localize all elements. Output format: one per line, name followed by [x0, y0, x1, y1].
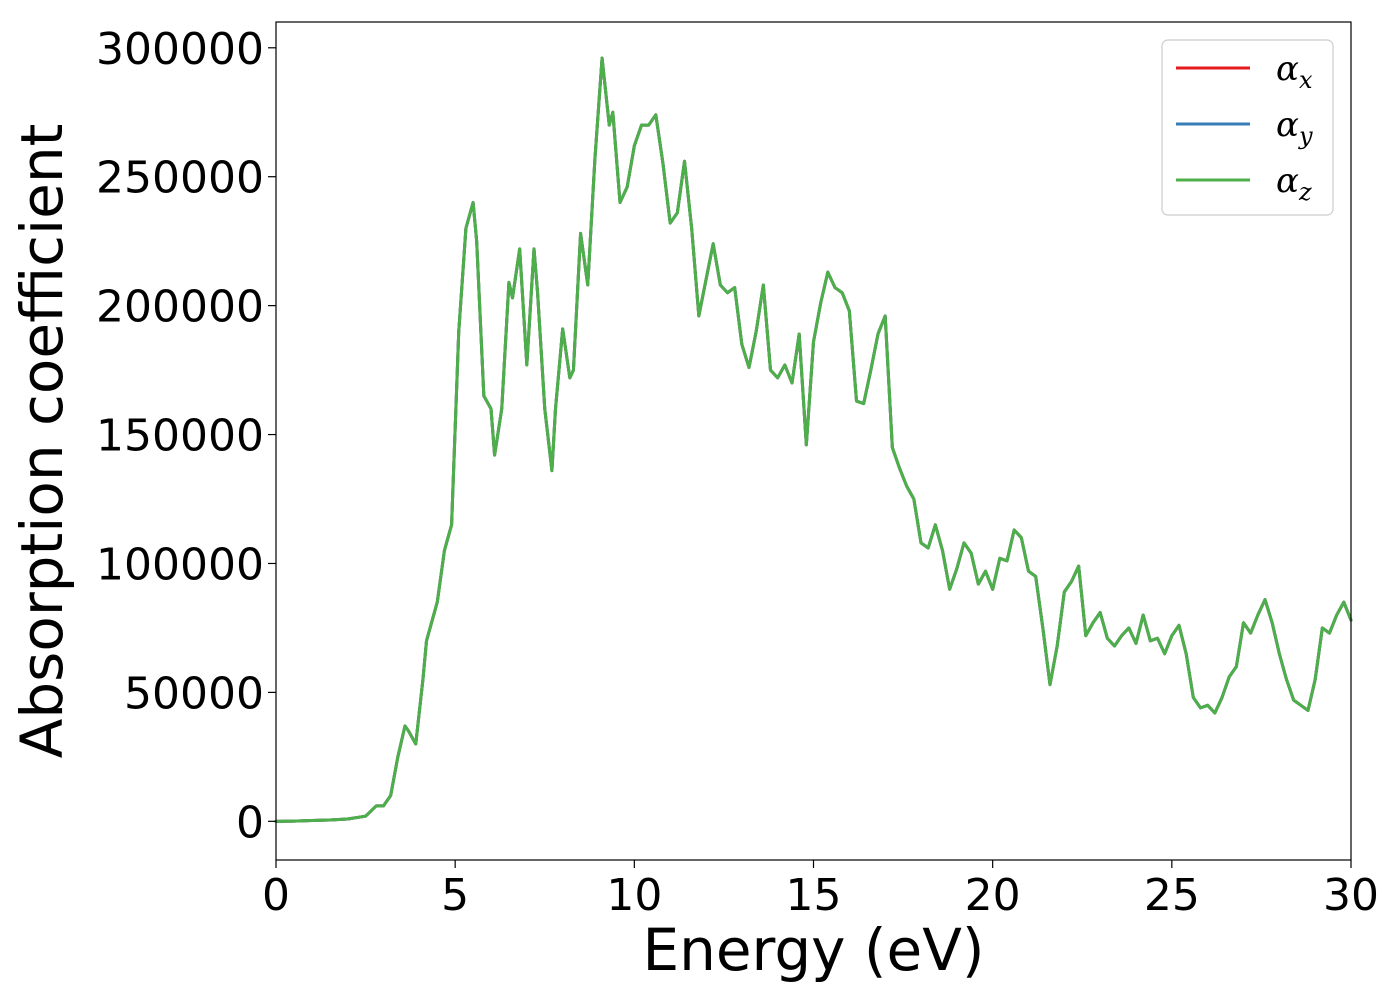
x-axis-label: Energy (eV) — [642, 916, 984, 984]
y-axis-label: Absorption coefficient — [8, 124, 76, 759]
y-tick-label: 300000 — [96, 24, 264, 75]
x-tick-label: 0 — [262, 870, 290, 921]
y-tick-label: 0 — [236, 797, 264, 848]
x-tick-label: 5 — [441, 870, 469, 921]
y-tick-label: 100000 — [96, 539, 264, 590]
y-tick-label: 50000 — [124, 668, 264, 719]
legend-symbol: α — [1276, 161, 1299, 201]
y-axis-ticks: 0 50000 100000 150000 200000 250000 300000 — [96, 24, 276, 848]
legend-subscript: y — [1298, 122, 1313, 150]
x-axis-ticks: 0 5 10 15 20 25 30 — [262, 860, 1379, 921]
y-tick-label: 150000 — [96, 411, 264, 462]
legend-subscript: x — [1299, 66, 1313, 94]
legend-subscript: z — [1298, 178, 1312, 206]
y-tick-label: 250000 — [96, 153, 264, 204]
series-line-alpha-z — [274, 56, 1353, 823]
legend-symbol: α — [1276, 49, 1299, 89]
legend-box — [1161, 39, 1334, 216]
legend-symbol: α — [1276, 105, 1299, 145]
x-tick-label: 25 — [1144, 870, 1200, 921]
x-tick-label: 30 — [1323, 870, 1379, 921]
x-tick-label: 10 — [606, 870, 662, 921]
series-layer — [274, 56, 1353, 823]
x-tick-label: 20 — [965, 870, 1021, 921]
x-tick-label: 15 — [786, 870, 842, 921]
legend-label-alpha-x: αx — [1276, 49, 1313, 94]
y-tick-label: 200000 — [96, 282, 264, 333]
legend-label-alpha-z: αz — [1276, 161, 1312, 206]
legend-label-alpha-y: αy — [1276, 105, 1313, 150]
